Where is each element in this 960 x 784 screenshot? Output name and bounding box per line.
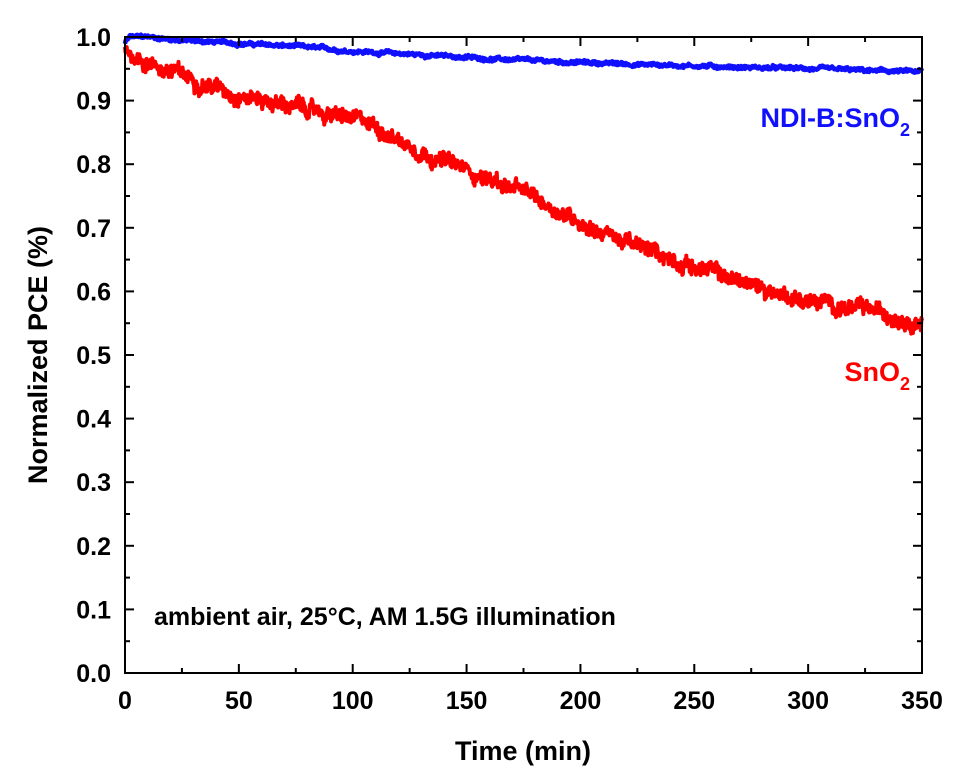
y-axis-title: Normalized PCE (%) bbox=[23, 226, 53, 484]
x-tick-label: 300 bbox=[787, 687, 829, 715]
y-tick-label: 0.5 bbox=[76, 342, 111, 370]
axis-ticks: 0 50 100 150 200 250 300 350 0.0 0.1 0.2 0.3 0.4 0.5 0… bbox=[76, 24, 943, 715]
series-label-sno2: SnO2 bbox=[844, 357, 910, 394]
x-axis-title: Time (min) bbox=[455, 736, 591, 766]
x-tick-label: 150 bbox=[446, 687, 488, 715]
x-tick-label: 50 bbox=[225, 687, 253, 715]
x-tick-label: 200 bbox=[560, 687, 602, 715]
series-label-ndi-b-sno2: NDI-B:SnO2 bbox=[761, 103, 911, 140]
y-tick-label: 1.0 bbox=[76, 24, 111, 52]
y-tick-label: 0.8 bbox=[76, 151, 111, 179]
y-tick-label: 0.1 bbox=[76, 596, 111, 624]
y-tick-label: 0.3 bbox=[76, 469, 111, 497]
x-tick-label: 100 bbox=[332, 687, 374, 715]
x-tick-label: 250 bbox=[673, 687, 715, 715]
plot-area bbox=[122, 32, 925, 336]
conditions-annotation: ambient air, 25°C, AM 1.5G illumination bbox=[154, 603, 616, 631]
x-tick-label: 350 bbox=[901, 687, 943, 715]
series-line-sno2 bbox=[123, 45, 924, 336]
y-tick-label: 0.6 bbox=[76, 278, 111, 306]
y-tick-label: 0.9 bbox=[76, 88, 111, 116]
y-tick-label: 0.4 bbox=[76, 406, 111, 434]
y-tick-label: 0.7 bbox=[76, 215, 111, 243]
x-tick-label: 0 bbox=[118, 687, 132, 715]
y-tick-label: 0.0 bbox=[76, 660, 111, 688]
series-line-ndi-b-sno2 bbox=[122, 32, 925, 76]
y-tick-label: 0.2 bbox=[76, 533, 111, 561]
